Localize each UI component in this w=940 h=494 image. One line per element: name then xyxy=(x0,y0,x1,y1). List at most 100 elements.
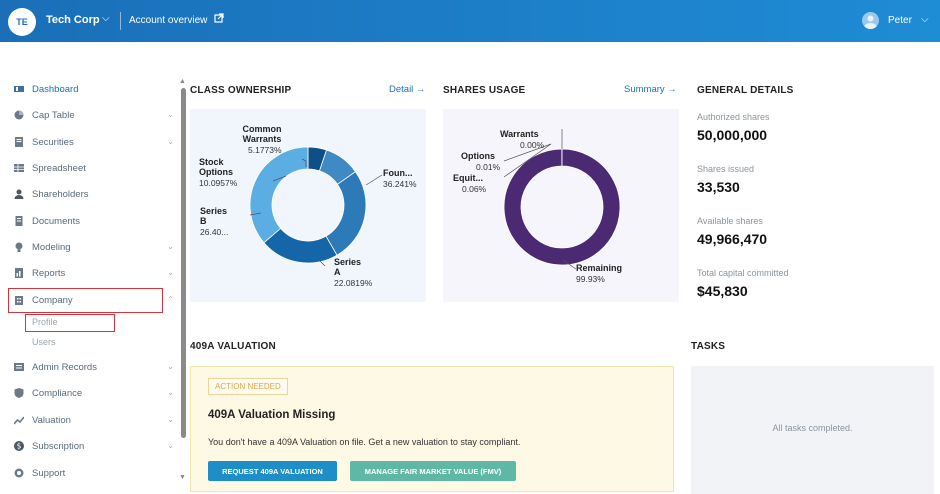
pie-icon xyxy=(14,110,24,120)
pct-warrants: 0.00% xyxy=(520,140,545,150)
valuation-card-title: 409A Valuation Missing xyxy=(208,409,336,421)
sidebar-item-reports[interactable]: Reports ⌄ xyxy=(14,263,174,283)
top-navbar: TE Tech Corp ⌵ Account overview Peter ⌵ xyxy=(0,0,940,42)
chevron-down-icon: ⌄ xyxy=(167,110,174,119)
legend-series-a: Series A xyxy=(334,257,362,277)
sidebar-subitem-users[interactable]: Users xyxy=(32,337,56,347)
shares-usage-slice-3[interactable] xyxy=(503,148,621,266)
tasks-panel: All tasks completed. xyxy=(691,366,934,494)
request-valuation-button[interactable]: REQUEST 409A VALUATION xyxy=(208,461,337,481)
manage-fmv-button[interactable]: MANAGE FAIR MARKET VALUE (FMV) xyxy=(350,461,516,481)
valuation-card: ACTION NEEDED 409A Valuation Missing You… xyxy=(190,366,674,492)
sidebar-item-label: Company xyxy=(32,294,73,306)
bulb-icon xyxy=(15,242,23,252)
chevron-down-icon: ⌄ xyxy=(167,137,174,146)
authorized-shares-label: Authorized shares xyxy=(697,112,770,122)
account-overview-link[interactable]: Account overview xyxy=(129,15,208,26)
sidebar-item-compliance[interactable]: Compliance ⌄ xyxy=(14,383,174,403)
person-icon xyxy=(14,189,24,199)
class-ownership-slice-2[interactable] xyxy=(325,171,367,256)
arrow-right-icon: → xyxy=(415,84,426,95)
building-icon xyxy=(15,296,23,305)
action-needed-badge: ACTION NEEDED xyxy=(208,378,288,395)
divider xyxy=(120,12,121,30)
org-name[interactable]: Tech Corp xyxy=(46,14,100,26)
sidebar-item-securities[interactable]: Securities ⌄ xyxy=(14,132,174,152)
org-avatar[interactable]: TE xyxy=(8,8,36,36)
user-name[interactable]: Peter xyxy=(888,15,912,26)
detail-link[interactable]: Detail → xyxy=(389,84,425,95)
authorized-shares-value: 50,000,000 xyxy=(697,127,768,143)
total-capital-value: $45,830 xyxy=(697,283,748,299)
general-details-title: GENERAL DETAILS xyxy=(697,85,794,96)
certificate-icon xyxy=(15,137,23,147)
shares-usage-card: Warrants 0.00% Options 0.01% Equit... 0.… xyxy=(443,109,679,302)
available-shares-value: 49,966,470 xyxy=(697,231,768,247)
class-ownership-slice-4[interactable] xyxy=(249,146,309,244)
records-icon xyxy=(14,363,24,371)
legend-stock-options: Stock Options xyxy=(199,157,233,177)
sidebar-item-label: Spreadsheet xyxy=(32,162,86,174)
pct-founders: 36.241% xyxy=(383,179,417,189)
svg-text:$: $ xyxy=(17,442,22,451)
sidebar-item-label: Compliance xyxy=(32,387,83,399)
chevron-down-icon: ⌄ xyxy=(167,388,174,397)
sidebar-item-label: Valuation xyxy=(32,414,71,426)
tasks-title: TASKS xyxy=(691,341,726,352)
chevron-down-icon: ⌄ xyxy=(167,441,174,450)
sidebar-item-subscription[interactable]: $ Subscription ⌄ xyxy=(14,436,174,456)
legend-warrants: Warrants xyxy=(500,129,539,139)
legend-common-warrants: Common Warrants xyxy=(242,124,282,144)
sidebar-item-cap-table[interactable]: Cap Table ⌄ xyxy=(14,105,174,125)
class-ownership-donut xyxy=(249,146,383,267)
tasks-empty-message: All tasks completed. xyxy=(772,423,853,433)
chevron-down-icon: ⌄ xyxy=(167,415,174,424)
legend-series-b: Series B xyxy=(200,206,228,226)
chevron-down-icon: ⌄ xyxy=(167,362,174,371)
dollar-icon: $ xyxy=(14,441,24,451)
summary-link[interactable]: Summary → xyxy=(624,84,677,95)
chevron-down-icon[interactable]: ⌵ xyxy=(921,14,929,25)
scroll-thumb[interactable] xyxy=(181,88,186,438)
sidebar-item-modeling[interactable]: Modeling ⌄ xyxy=(14,237,174,257)
sidebar-item-admin-records[interactable]: Admin Records ⌄ xyxy=(14,357,174,377)
sidebar-item-label: Dashboard xyxy=(32,83,79,95)
chevron-down-icon[interactable]: ⌵ xyxy=(102,13,110,24)
sidebar-item-valuation[interactable]: Valuation ⌄ xyxy=(14,410,174,430)
highlight-box-company xyxy=(8,288,163,313)
pct-series-b: 26.40... xyxy=(200,227,229,237)
external-link-icon[interactable] xyxy=(214,13,224,23)
sidebar-item-company[interactable]: Company ⌃ xyxy=(14,290,174,310)
scroll-up-arrow[interactable]: ▲ xyxy=(179,78,186,85)
user-avatar[interactable] xyxy=(862,12,879,29)
legend-remaining: Remaining xyxy=(576,263,623,273)
pct-common-warrants: 5.1773% xyxy=(248,145,282,155)
spreadsheet-icon xyxy=(14,164,24,172)
chevron-down-icon: ⌄ xyxy=(167,242,174,251)
legend-founders: Foun... xyxy=(383,168,413,178)
shares-issued-value: 33,530 xyxy=(697,179,740,195)
total-capital-label: Total capital committed xyxy=(697,268,789,278)
pct-options: 0.01% xyxy=(476,162,501,172)
pct-equity: 0.06% xyxy=(462,184,487,194)
dashboard-icon xyxy=(14,86,24,92)
sidebar-scrollbar[interactable]: ▲ ▼ xyxy=(179,76,187,486)
documents-icon xyxy=(15,216,23,226)
legend-options: Options xyxy=(461,151,495,161)
sidebar-item-shareholders[interactable]: Shareholders xyxy=(14,184,174,204)
sidebar-subitem-profile[interactable]: Profile xyxy=(32,317,58,327)
support-icon xyxy=(14,468,24,478)
valuation-icon xyxy=(14,416,24,425)
shares-usage-donut xyxy=(503,129,621,270)
detail-link-label: Detail xyxy=(389,84,414,95)
sidebar-item-dashboard[interactable]: Dashboard xyxy=(14,79,174,99)
sidebar-item-label: Subscription xyxy=(32,440,85,452)
sidebar-item-spreadsheet[interactable]: Spreadsheet xyxy=(14,158,174,178)
sidebar-item-support[interactable]: Support xyxy=(14,463,174,483)
scroll-down-arrow[interactable]: ▼ xyxy=(179,474,186,481)
valuation-title: 409A VALUATION xyxy=(190,341,276,352)
shares-usage-title: SHARES USAGE xyxy=(443,85,526,96)
sidebar-item-documents[interactable]: Documents xyxy=(14,211,174,231)
legend-equity: Equit... xyxy=(453,173,483,183)
arrow-right-icon: → xyxy=(667,84,677,95)
